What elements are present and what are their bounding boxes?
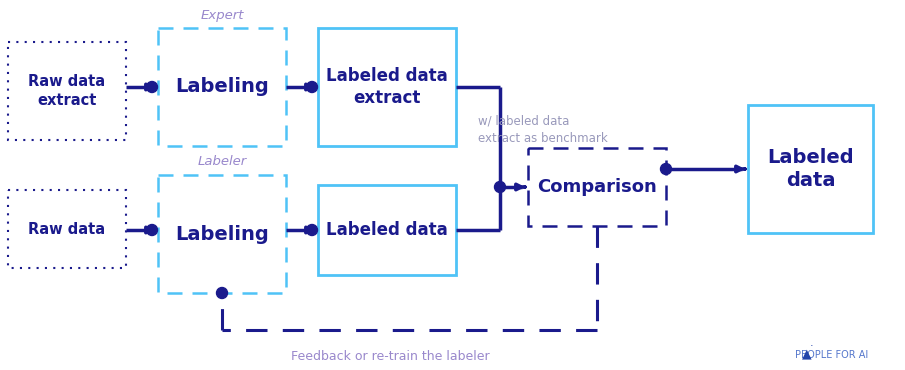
Circle shape (147, 81, 157, 92)
Circle shape (307, 225, 318, 235)
Text: Feedback or re-train the labeler: Feedback or re-train the labeler (291, 350, 490, 363)
Circle shape (216, 287, 227, 299)
Text: Labeling: Labeling (176, 77, 269, 97)
Text: Comparison: Comparison (538, 178, 657, 196)
Text: ▲: ▲ (802, 347, 812, 360)
Text: w/ labeled data
extract as benchmark: w/ labeled data extract as benchmark (478, 115, 608, 145)
Text: Labeled data
extract: Labeled data extract (326, 67, 448, 107)
Text: Raw data: Raw data (28, 222, 106, 236)
Bar (158, 28, 286, 146)
Bar (318, 28, 456, 146)
Bar (8, 190, 126, 268)
Text: Labeled
data: Labeled data (767, 148, 853, 190)
Text: Raw data
extract: Raw data extract (28, 74, 106, 108)
Text: Labeled data: Labeled data (326, 221, 448, 239)
Circle shape (661, 164, 672, 175)
Text: ·: · (810, 341, 814, 351)
Text: Labeling: Labeling (176, 225, 269, 243)
Text: Expert: Expert (200, 9, 243, 22)
Bar (748, 105, 873, 233)
Bar (158, 175, 286, 293)
Text: Labeler: Labeler (197, 155, 247, 168)
Text: PEOPLE FOR AI: PEOPLE FOR AI (795, 350, 868, 360)
Circle shape (494, 182, 506, 192)
Circle shape (147, 225, 157, 235)
Circle shape (307, 81, 318, 92)
Bar (8, 42, 126, 140)
Bar (528, 148, 666, 226)
Bar (318, 185, 456, 275)
